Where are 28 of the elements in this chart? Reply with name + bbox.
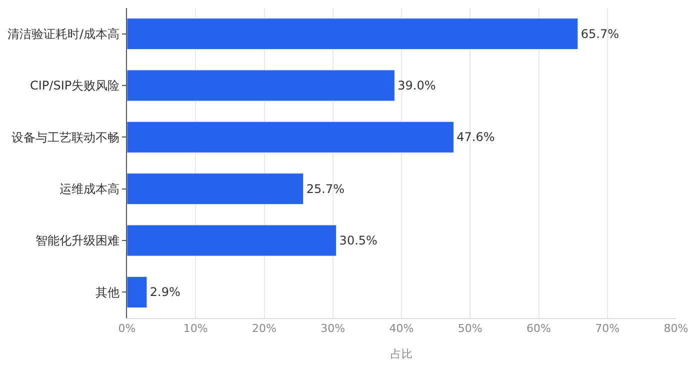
x-tick-label: 40%	[389, 322, 414, 336]
x-tick-label: 20%	[252, 322, 276, 336]
x-tick-label: 30%	[320, 322, 346, 336]
bar	[127, 276, 148, 308]
x-tick-label: 80%	[664, 322, 688, 336]
x-tick-label: 60%	[526, 322, 551, 336]
bar	[127, 224, 337, 256]
x-tick-label: 50%	[458, 322, 482, 336]
bar	[127, 173, 304, 205]
data-label: 39.0%	[398, 78, 436, 92]
data-label: 65.7%	[580, 26, 619, 41]
x-tick-label: 0%	[118, 322, 136, 336]
data-label: 25.7%	[306, 182, 344, 196]
bar	[127, 121, 454, 153]
x-tick-label: 70%	[595, 322, 620, 336]
bar	[127, 70, 395, 102]
data-label: 30.5%	[339, 234, 378, 248]
y-tick-label: 设备与工艺联动不畅	[12, 130, 120, 144]
x-axis-title: 占比	[390, 347, 412, 360]
bar	[127, 18, 578, 50]
y-tick-label: 运维成本高	[60, 182, 120, 196]
y-tick-label: 智能化升级困难	[36, 234, 120, 248]
data-label: 2.9%	[150, 285, 180, 300]
y-tick-label: 清洁验证耗时/成本高	[8, 27, 120, 42]
y-tick-label: CIP/SIP失败风险	[30, 78, 120, 93]
y-tick-label: 其他	[96, 285, 120, 300]
data-label: 47.6%	[456, 130, 495, 144]
x-tick-label: 10%	[183, 322, 208, 336]
